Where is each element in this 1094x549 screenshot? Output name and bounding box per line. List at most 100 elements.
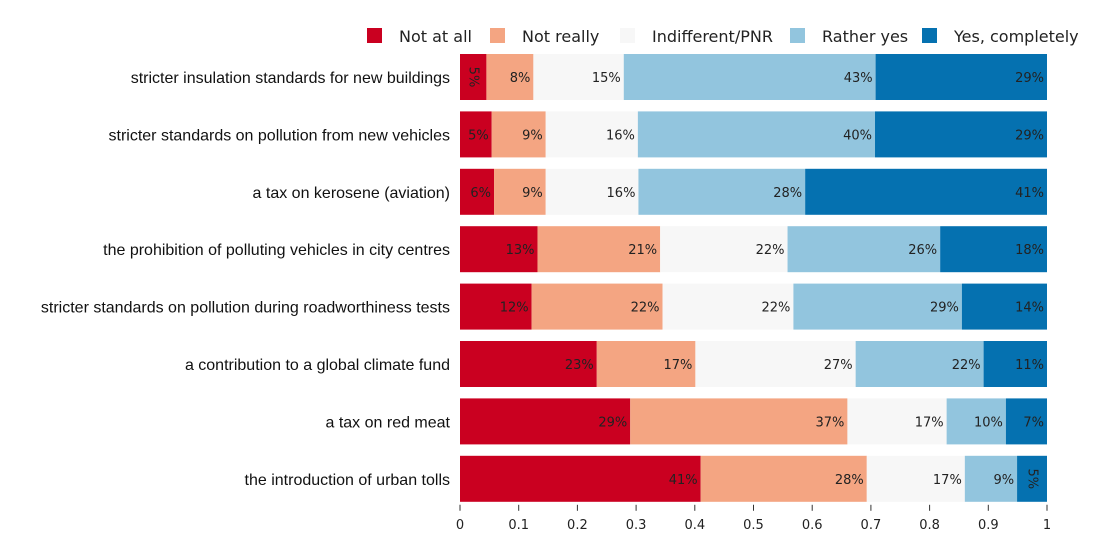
data-label: 8%: [510, 71, 531, 86]
data-label: 40%: [843, 128, 872, 143]
data-label: 5%: [1025, 468, 1040, 489]
legend-label-rather-yes: Rather yes: [822, 27, 908, 46]
data-label: 43%: [844, 71, 873, 86]
data-label: 17%: [663, 358, 692, 373]
bar-row: 5% 8% 15% 43% 29%: [460, 54, 1047, 100]
bar-segment-not-really: [491, 111, 546, 158]
data-label: 29%: [1015, 71, 1044, 86]
data-label: 13%: [506, 243, 535, 258]
data-label: 28%: [835, 473, 864, 488]
bar-segment-rather-yes: [637, 111, 876, 158]
bar-segment-yes-completely: [1017, 455, 1047, 502]
category-label: a contribution to a global climate fund: [185, 357, 450, 374]
bar-segment-not-at-all: [460, 111, 492, 158]
data-label: 23%: [565, 358, 594, 373]
data-label: 22%: [762, 301, 791, 316]
chart-legend: Not at all Not really Indifferent/PNR Rathe…: [367, 27, 1079, 46]
bar-row: 23% 17% 27% 22% 11%: [460, 341, 1047, 387]
category-label: stricter standards on pollution from new…: [109, 127, 451, 144]
bar-row: 6% 9% 16% 28% 41%: [460, 168, 1047, 215]
bar-segment-yes-completely: [940, 226, 1047, 273]
data-label: 21%: [628, 243, 657, 258]
bar-row: 41% 28% 17% 9% 5%: [460, 455, 1047, 502]
bar-segment-not-at-all: [460, 283, 532, 330]
x-axis: 0 0.1 0.2 0.3 0.4 0.5 0.6 0.7 0.8 0.9 1: [456, 504, 1051, 533]
x-tick-label: 1: [1043, 518, 1051, 533]
category-label: a tax on kerosene (aviation): [253, 185, 450, 202]
bar-segment-indifferent-pnr: [660, 226, 788, 273]
bar-segment-not-at-all: [460, 341, 597, 387]
bar-segment-not-really: [596, 341, 696, 387]
data-label: 26%: [908, 243, 937, 258]
bar-row: 5% 9% 16% 40% 29%: [460, 111, 1047, 158]
bar-row: 13% 21% 22% 26% 18%: [460, 226, 1047, 273]
bar-segment-indifferent-pnr: [545, 168, 639, 215]
data-label: 18%: [1015, 243, 1044, 258]
data-label: 6%: [470, 186, 491, 201]
x-tick-label: 0.5: [743, 518, 764, 533]
bar-row: 29% 37% 17% 10% 7%: [460, 398, 1047, 445]
bar-segment-rather-yes: [623, 54, 876, 100]
legend-swatch-not-at-all: [367, 28, 382, 43]
bar-segment-yes-completely: [961, 283, 1047, 330]
bar-segment-indifferent-pnr: [695, 341, 856, 387]
legend-label-not-really: Not really: [522, 27, 599, 46]
x-tick-label: 0.2: [567, 518, 588, 533]
x-tick-label: 0.3: [626, 518, 647, 533]
data-label: 41%: [1015, 186, 1044, 201]
category-label: the introduction of urban tolls: [245, 472, 450, 489]
data-label: 16%: [607, 186, 636, 201]
x-tick-label: 0.4: [684, 518, 705, 533]
bar-segment-rather-yes: [638, 168, 806, 215]
legend-label-indifferent-pnr: Indifferent/PNR: [652, 27, 773, 46]
data-label: 5%: [466, 67, 481, 88]
data-label: 9%: [522, 186, 543, 201]
bar-segment-not-really: [531, 283, 663, 330]
data-label: 27%: [824, 358, 853, 373]
data-label: 37%: [816, 415, 845, 430]
data-label: 29%: [1015, 128, 1044, 143]
legend-label-yes-completely: Yes, completely: [953, 27, 1079, 46]
bar-segment-yes-completely: [875, 54, 1047, 100]
data-label: 28%: [773, 186, 802, 201]
bar-segment-not-really: [700, 455, 867, 502]
category-label: stricter insulation standards for new bu…: [131, 70, 450, 87]
category-label: stricter standards on pollution during r…: [41, 300, 450, 317]
bar-segment-rather-yes: [787, 226, 941, 273]
bar-segment-indifferent-pnr: [545, 111, 638, 158]
data-label: 5%: [468, 128, 489, 143]
legend-swatch-not-really: [490, 28, 505, 43]
bar-segment-indifferent-pnr: [662, 283, 794, 330]
legend-swatch-indifferent-pnr: [620, 28, 635, 43]
bar-segment-not-at-all: [460, 54, 487, 100]
data-label: 22%: [631, 301, 660, 316]
bar-segment-not-at-all: [460, 168, 495, 215]
bar-segment-rather-yes: [855, 341, 984, 387]
data-label: 22%: [756, 243, 785, 258]
bar-segment-not-really: [630, 398, 848, 445]
bar-segment-yes-completely: [875, 111, 1047, 158]
x-tick-label: 0.6: [802, 518, 823, 533]
data-label: 17%: [915, 415, 944, 430]
x-tick-label: 0.9: [978, 518, 999, 533]
bar-segment-rather-yes: [793, 283, 962, 330]
bar-segment-indifferent-pnr: [866, 455, 965, 502]
x-tick-label: 0.8: [919, 518, 940, 533]
data-label: 41%: [669, 473, 698, 488]
x-tick-label: 0: [456, 518, 464, 533]
bar-segment-not-at-all: [460, 455, 701, 502]
legend-swatch-rather-yes: [790, 28, 805, 43]
bar-segment-not-really: [486, 54, 534, 100]
plot-area: 5% 8% 15% 43% 29% 5% 9% 16% 40% 29% 6% 9% 16% 28% 41% 1…: [460, 54, 1047, 502]
bar-segment-indifferent-pnr: [533, 54, 624, 100]
bar-segment-yes-completely: [983, 341, 1047, 387]
data-label: 11%: [1015, 358, 1044, 373]
bar-segment-rather-yes: [964, 455, 1018, 502]
legend-label-not-at-all: Not at all: [399, 27, 472, 46]
data-label: 22%: [952, 358, 981, 373]
x-tick-label: 0.7: [861, 518, 882, 533]
data-label: 29%: [930, 301, 959, 316]
bar-segment-not-really: [494, 168, 546, 215]
data-label: 9%: [522, 128, 543, 143]
